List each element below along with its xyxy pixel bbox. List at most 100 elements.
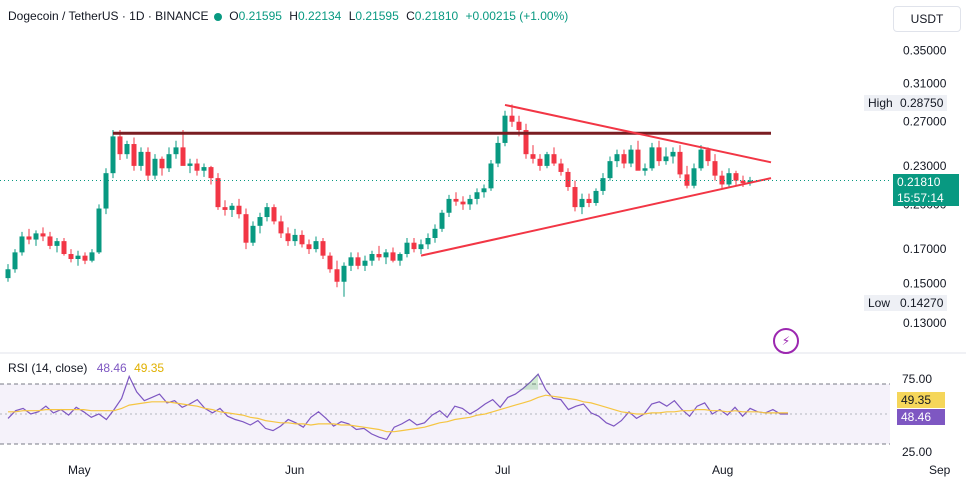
tradingview-logo-icon[interactable]: ⚡ (773, 328, 799, 354)
candle-body (677, 151, 683, 175)
candle (103, 168, 109, 215)
candle-body (12, 252, 18, 270)
candle-body (579, 198, 585, 208)
candle-body (712, 161, 718, 176)
candle (488, 159, 494, 191)
candle-body (19, 236, 25, 253)
candle-body (530, 154, 536, 159)
candle (362, 255, 368, 272)
candle-body (159, 158, 165, 169)
candle-body (33, 233, 39, 240)
candle-body (369, 254, 375, 261)
candle-body (110, 136, 116, 174)
open-value: 0.21595 (238, 9, 282, 23)
candle (733, 170, 739, 186)
currency-selector[interactable]: USDT (893, 6, 961, 32)
candle (509, 104, 515, 127)
candle (236, 198, 242, 219)
candle-body (348, 257, 354, 266)
candle (481, 184, 487, 198)
candle-body (670, 151, 676, 157)
rsi-tick-lower: 25.00 (902, 445, 933, 459)
candle-body (705, 149, 711, 162)
candle (299, 230, 305, 248)
candle (432, 224, 438, 243)
rsi-layer (7, 373, 788, 441)
candle-body (215, 178, 221, 208)
candle-body (726, 173, 732, 185)
time-tick-label: May (68, 463, 91, 477)
candle (502, 110, 508, 147)
candle-body (425, 237, 431, 245)
candle-body (75, 255, 81, 260)
candle (173, 140, 179, 159)
candle-body (334, 269, 340, 282)
close-label: C (406, 9, 415, 23)
candle (47, 231, 53, 250)
candle-body (278, 221, 284, 234)
candle-body (446, 198, 452, 213)
candle-body (439, 212, 445, 229)
candle-body (166, 154, 172, 169)
candle-body (117, 136, 123, 155)
candle-body (607, 161, 613, 179)
candle-body (306, 244, 312, 250)
candle-body (376, 254, 382, 258)
candle (579, 193, 585, 215)
candle (152, 154, 158, 180)
last-price-badge: 0.21810 (893, 174, 959, 190)
candle-body (327, 255, 333, 270)
candle (257, 212, 263, 234)
candle-body (194, 163, 200, 171)
rsi-title[interactable]: RSI (14, close) (8, 361, 88, 375)
candle (677, 145, 683, 179)
candle-body (61, 241, 67, 255)
candle-body (586, 198, 592, 203)
candle (215, 173, 221, 210)
candle (19, 231, 25, 256)
rsi-line (7, 373, 788, 441)
price-tick-label: 0.23000 (903, 159, 947, 173)
candle (313, 236, 319, 253)
candle (670, 147, 676, 164)
candle (145, 147, 151, 181)
candle-body (537, 158, 543, 166)
candle-body (495, 142, 501, 164)
candle-body (635, 149, 641, 171)
annotation-lines (0, 103, 890, 257)
symbol-name[interactable]: Dogecoin / TetherUS · 1D · BINANCE (8, 9, 209, 23)
candle-body (509, 115, 515, 122)
candle-body (236, 205, 242, 215)
low-label: L (348, 9, 356, 23)
candle-body (5, 269, 11, 279)
candle (684, 165, 690, 189)
candle-body (271, 207, 277, 222)
candle (26, 228, 32, 245)
candle (110, 130, 116, 179)
candle-body (467, 198, 473, 205)
rsi-ma-badge: 49.35 (897, 392, 945, 408)
candle (278, 215, 284, 238)
candle-body (663, 156, 669, 162)
candle-body (397, 254, 403, 261)
candle-body (600, 178, 606, 191)
candle-body (642, 168, 648, 171)
candle (621, 149, 627, 169)
rsi-ma-value-text: 49.35 (134, 361, 165, 375)
candle-body (656, 147, 662, 162)
candle (187, 158, 193, 174)
candle-body (614, 154, 620, 162)
candle (530, 145, 536, 164)
time-tick-label: Aug (712, 463, 733, 477)
candle-body (124, 144, 130, 155)
candle (327, 252, 333, 273)
candle-body (593, 190, 599, 203)
candle-body (257, 217, 263, 226)
time-tick-label: Jul (495, 463, 510, 477)
candle-body (565, 171, 571, 188)
low-badge-label: Low (864, 295, 898, 311)
rsi-value-text: 48.46 (96, 361, 127, 375)
candle-body (187, 163, 193, 166)
candle (586, 193, 592, 208)
